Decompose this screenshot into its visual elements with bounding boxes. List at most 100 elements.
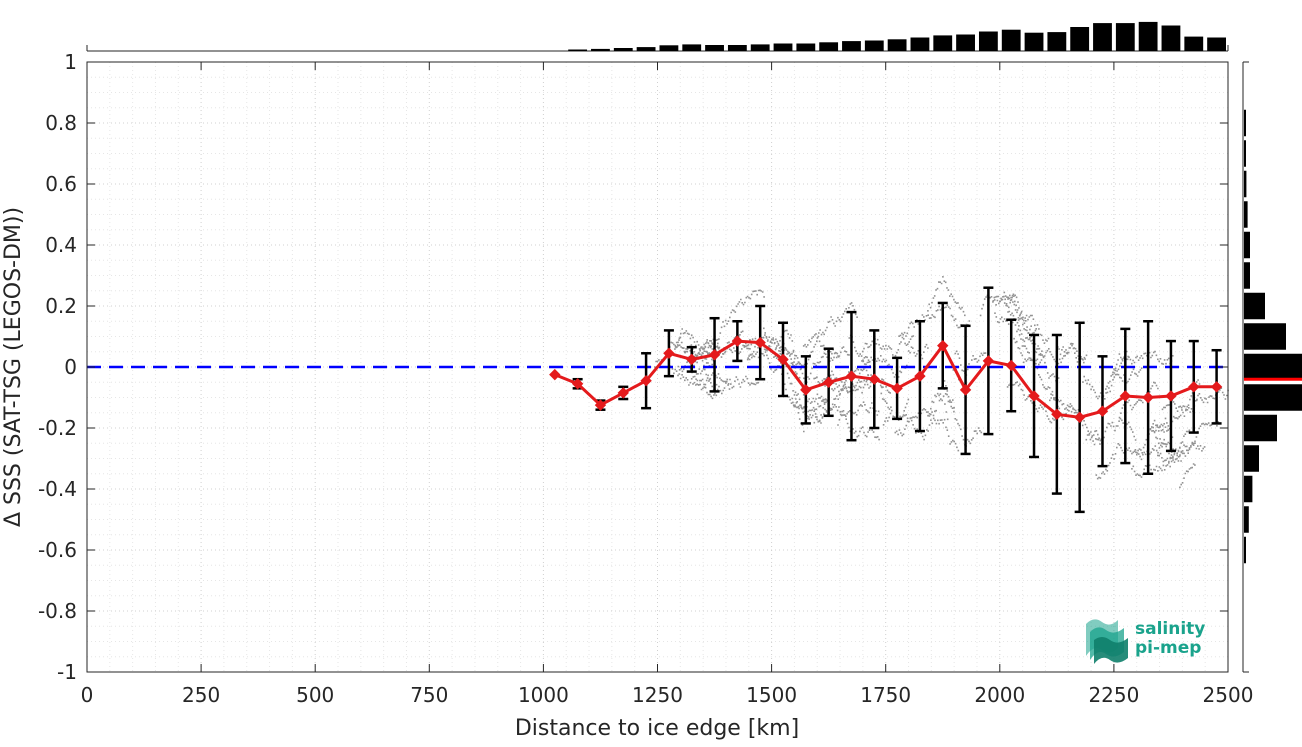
scatter-points [654, 276, 1229, 489]
mean-point [617, 387, 629, 399]
top-histogram-bar [568, 49, 588, 51]
mean-point [822, 376, 835, 388]
mean-point [1210, 381, 1223, 393]
top-histogram-bar [1138, 21, 1158, 51]
x-tick-label: 2250 [1088, 683, 1139, 707]
error-bars [572, 286, 1222, 514]
top-histogram-bar [773, 43, 793, 51]
mean-point [549, 368, 561, 381]
mean-point [754, 336, 766, 349]
top-histogram-bar [1184, 36, 1204, 51]
x-tick-label: 500 [296, 683, 334, 707]
top-histogram-bar [1093, 23, 1112, 51]
y-tick-label: 0.6 [45, 172, 77, 196]
top-histogram-bar [750, 44, 770, 51]
x-axis-label: Distance to ice edge [km] [515, 716, 799, 741]
y-tick-label: -0.2 [38, 416, 77, 440]
right-histogram-bar [1244, 109, 1246, 137]
mean-point [571, 378, 584, 390]
mean-point [1096, 405, 1109, 417]
top-histogram-bar [1024, 32, 1044, 51]
right-histogram-bar [1244, 201, 1248, 228]
mean-point [708, 349, 721, 361]
x-tick-label: 1500 [746, 683, 797, 707]
mean-point [1005, 359, 1017, 372]
top-histogram-bar [819, 42, 839, 51]
logo-line1: salinity [1135, 619, 1205, 639]
right-histogram-bar [1244, 292, 1265, 320]
y-tick-label: 0 [64, 355, 77, 379]
mean-point [1119, 390, 1132, 402]
top-histogram-bar [910, 37, 930, 51]
top-histogram-bar [1207, 37, 1226, 51]
mean-point [937, 339, 949, 352]
right-histogram-bar [1244, 475, 1253, 503]
mean-series [549, 335, 1223, 424]
x-tick-label: 2500 [1203, 683, 1254, 707]
mean-point [1165, 390, 1177, 402]
top-histogram-panel [86, 21, 1229, 52]
y-tick-labels: 1 0.8 0.6 0.4 0.2 0 -0.2 -0.4 -0.6 -0.8 -1 [38, 50, 77, 684]
y-axis-label: Δ SSS (SAT-TSG (LEGOS-DM)) [1, 207, 26, 527]
logo-line2: pi-mep [1135, 638, 1201, 658]
right-histogram-bar [1244, 231, 1250, 259]
mean-point [891, 382, 903, 395]
right-histogram-bar [1244, 262, 1250, 289]
salinity-pi-mep-logo: salinity pi-mep [1086, 619, 1205, 664]
right-histogram-panel [1242, 61, 1302, 673]
mean-point [640, 375, 652, 387]
top-histogram-bar [659, 45, 679, 51]
top-histogram-bar [887, 39, 907, 51]
top-histogram-bar [956, 34, 975, 51]
scatter-cloud [654, 276, 1229, 489]
y-tick-label: -1 [57, 660, 77, 684]
mean-point [777, 353, 789, 366]
top-histogram-bar [933, 35, 953, 51]
top-histogram-bar [1047, 32, 1067, 51]
mean-point [1188, 381, 1200, 393]
right-histogram-bar [1244, 140, 1246, 167]
x-tick-label: 2000 [974, 683, 1025, 707]
x-tick-label: 250 [182, 683, 220, 707]
right-histogram-bar [1244, 170, 1247, 198]
right-histogram-bar [1244, 323, 1286, 350]
right-histogram-bar [1244, 536, 1246, 564]
y-tick-label: -0.4 [38, 477, 77, 501]
mean-point [686, 353, 698, 366]
mean-line [554, 339, 1217, 419]
right-histogram-bar [1244, 384, 1302, 411]
right-histogram-bar [1244, 353, 1302, 381]
mean-point [845, 370, 858, 382]
mean-point [1051, 408, 1063, 420]
mean-point [663, 347, 675, 359]
x-tick-label: 1250 [632, 683, 683, 707]
y-tick-label: -0.8 [38, 599, 77, 623]
mean-point [959, 384, 972, 396]
top-histogram-bar [1070, 27, 1090, 51]
right-histogram-bar [1244, 445, 1259, 472]
mean-point [1073, 411, 1086, 424]
top-histogram-bar [1001, 29, 1021, 51]
top-histogram-bar [978, 31, 998, 51]
x-tick-label: 0 [81, 683, 94, 707]
y-tick-label: 1 [64, 50, 77, 74]
top-histogram-bar [1161, 25, 1181, 51]
top-histogram-bar [613, 48, 633, 51]
mean-point [914, 370, 926, 382]
top-histogram-bar [705, 45, 724, 51]
axes-frame [86, 61, 1229, 673]
top-histogram-bar [796, 43, 816, 51]
mean-point [800, 384, 812, 396]
mean-point [868, 373, 880, 385]
mean-point [731, 335, 744, 347]
right-histogram-bar [1244, 414, 1277, 442]
right-histogram-bar [1244, 506, 1249, 533]
top-histogram-bar [591, 48, 610, 51]
top-histogram-bar [864, 40, 884, 51]
top-histogram-bar [682, 44, 702, 51]
y-tick-label: -0.6 [38, 538, 77, 562]
mean-point [1142, 391, 1154, 404]
mean-point [594, 399, 607, 411]
top-histogram-bar [1115, 23, 1135, 51]
